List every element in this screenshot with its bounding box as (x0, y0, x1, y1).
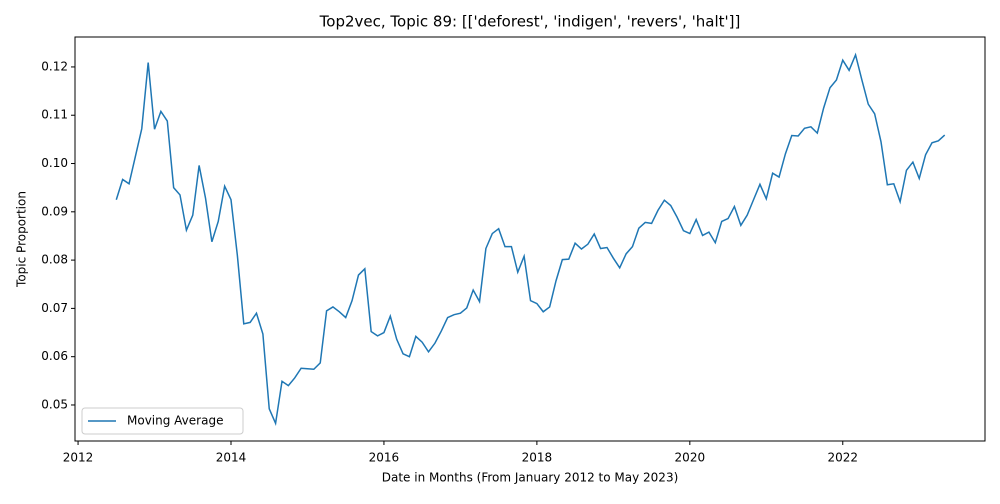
legend-label: Moving Average (127, 414, 223, 428)
legend-box (81, 407, 244, 435)
y-tick-label: 0.10 (41, 156, 68, 170)
y-tick-label: 0.08 (41, 253, 68, 267)
y-tick-label: 0.11 (41, 108, 68, 122)
x-tick-label: 2020 (675, 451, 706, 465)
y-tick-label: 0.05 (41, 397, 68, 411)
x-tick-label: 2016 (369, 451, 400, 465)
x-tick-label: 2022 (827, 451, 858, 465)
y-tick-label: 0.07 (41, 301, 68, 315)
y-tick-label: 0.09 (41, 204, 68, 218)
y-axis-label: Topic Proportion (15, 191, 29, 288)
chart-title: Top2vec, Topic 89: [['deforest', 'indige… (319, 13, 741, 31)
y-tick-label: 0.12 (41, 59, 68, 73)
x-tick-label: 2012 (63, 451, 94, 465)
data-line (115, 52, 946, 427)
plot-frame (74, 36, 986, 442)
x-tick-label: 2014 (216, 451, 247, 465)
x-axis-label: Date in Months (From January 2012 to May… (382, 471, 679, 485)
y-tick-label: 0.06 (41, 349, 68, 363)
x-tick-label: 2018 (522, 451, 553, 465)
